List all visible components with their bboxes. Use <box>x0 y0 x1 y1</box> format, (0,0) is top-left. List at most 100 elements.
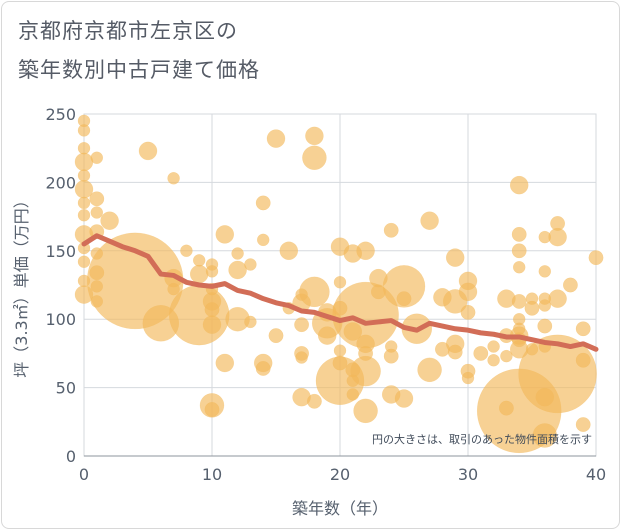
bubble-point <box>77 124 91 137</box>
bubble-point <box>90 295 104 308</box>
bubble-point <box>458 282 478 302</box>
y-tick-label: 150 <box>45 242 76 261</box>
bubble-point <box>192 254 206 267</box>
bubble-point <box>306 393 322 409</box>
bubble-point <box>74 285 94 304</box>
bubble-point <box>420 211 439 230</box>
bubble-point <box>77 169 91 182</box>
y-tick-label: 0 <box>66 447 76 466</box>
bubble-point <box>74 152 94 172</box>
bubble-point <box>461 371 475 385</box>
bubble-point <box>167 172 180 185</box>
bubble-point <box>532 423 558 448</box>
bubble-point <box>167 282 180 296</box>
x-tick-label: 20 <box>330 465 350 484</box>
x-axis-title: 築年数（年） <box>292 499 388 518</box>
bubble-point <box>460 304 476 320</box>
bubble-point <box>511 243 527 259</box>
bubble-point <box>343 322 363 341</box>
bubble-point <box>256 233 270 247</box>
x-tick-label: 30 <box>458 465 478 484</box>
bubble-point <box>346 374 360 388</box>
bubble-point <box>509 175 529 195</box>
bubble-point <box>575 352 591 368</box>
bubble-point <box>302 145 327 171</box>
bubble-point <box>231 247 244 260</box>
bubble-point <box>538 299 552 312</box>
x-tick-label: 10 <box>202 465 222 484</box>
chart-title-line2: 築年数別中古戸建て価格 <box>18 58 260 82</box>
bubble-point <box>89 265 105 281</box>
bubble-point <box>202 315 222 334</box>
bubble-point <box>333 276 347 289</box>
bubble-point <box>433 288 452 307</box>
y-tick-label: 100 <box>45 310 76 329</box>
bubble-point <box>525 292 539 305</box>
bubble-point <box>305 126 324 146</box>
bubble-point <box>384 340 398 353</box>
bubble-point <box>588 250 604 266</box>
average-price-line <box>81 233 599 352</box>
bubble-point <box>333 344 347 357</box>
bubble-point <box>180 244 193 258</box>
bubble-point <box>332 355 348 371</box>
bubble-point <box>396 291 412 307</box>
bubble-point <box>353 398 378 424</box>
bubble-point <box>77 255 91 268</box>
y-tick-label: 50 <box>56 379 76 398</box>
bubble-point <box>204 302 220 318</box>
bubble-point <box>255 360 271 376</box>
bubble-point <box>89 191 105 207</box>
bubble-point <box>90 280 104 293</box>
bubble-point <box>77 141 91 155</box>
bubble-point <box>487 340 500 353</box>
bubble-point <box>205 265 219 278</box>
bubble-point <box>90 247 104 260</box>
bubble-point <box>498 400 514 416</box>
bubble-point <box>255 195 271 211</box>
bubble-point <box>511 293 527 309</box>
bubble-size-note: 円の大きさは、取引のあった物件面積を示す <box>372 432 592 446</box>
bubble-point <box>138 141 158 161</box>
bubble-point <box>487 353 500 367</box>
bubble-point <box>90 206 104 219</box>
bubble-point <box>215 225 235 244</box>
bubble-point <box>434 341 450 357</box>
bubble-point <box>500 349 513 363</box>
bubble-point <box>447 344 463 360</box>
bubble-point <box>575 417 591 432</box>
bubble-point <box>215 353 235 373</box>
bubble-point <box>244 315 257 329</box>
bubble-point <box>356 241 375 261</box>
bubble-point <box>268 328 284 344</box>
bubble-point <box>370 284 386 300</box>
y-axis-title: 坪（3.3㎡）単価（万円） <box>12 192 31 377</box>
bubble-point <box>100 211 119 230</box>
y-tick-label: 200 <box>45 173 76 192</box>
bubble-point <box>535 387 555 407</box>
bubble-point <box>383 222 399 238</box>
bubble-point <box>228 260 247 280</box>
bubble-point <box>417 357 442 383</box>
bubble-point <box>266 129 286 148</box>
bubble-point <box>512 260 526 274</box>
bubble-point <box>77 208 91 222</box>
bubble-point <box>294 317 310 333</box>
bubble-point <box>575 321 591 337</box>
bubble-point <box>394 389 414 408</box>
bubble-point <box>295 288 308 301</box>
bubble-point <box>537 318 553 334</box>
bubble-point <box>90 151 104 165</box>
y-tick-label: 250 <box>45 105 76 124</box>
bubble-point <box>346 388 360 401</box>
bubble-point <box>511 226 527 242</box>
bubble-point <box>550 215 566 231</box>
bubble-point <box>538 230 552 244</box>
bubble-point <box>358 345 374 361</box>
bubble-point <box>189 264 209 284</box>
bubble-point <box>142 305 180 342</box>
bubble-point <box>332 300 348 316</box>
bubble-point <box>562 277 578 293</box>
x-tick-label: 40 <box>586 465 606 484</box>
